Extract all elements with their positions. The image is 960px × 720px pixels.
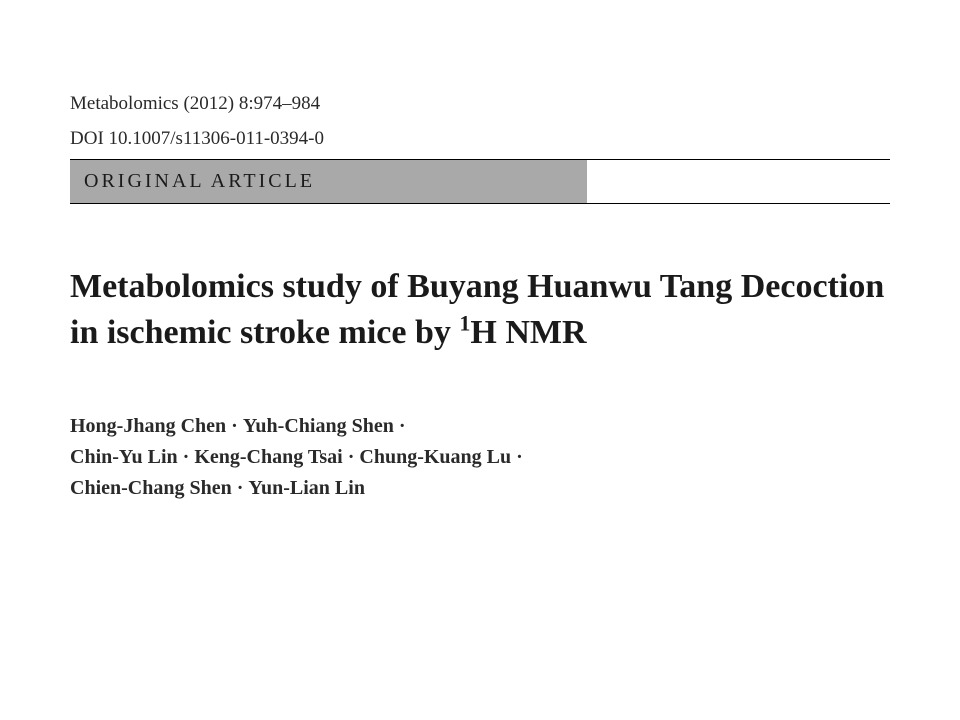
author-separator: · [232, 477, 249, 499]
article-type-badge: ORIGINAL ARTICLE [70, 160, 587, 203]
rule-below-badge [70, 203, 890, 204]
author-separator: · [394, 415, 411, 437]
title-superscript: 1 [459, 311, 470, 336]
author-name: Keng-Chang Tsai [194, 446, 342, 468]
authors-line-1: Hong-Jhang Chen·Yuh-Chiang Shen· [70, 411, 890, 442]
author-name: Chien-Chang Shen [70, 477, 232, 499]
authors-line-3: Chien-Chang Shen·Yun-Lian Lin [70, 473, 890, 504]
author-separator: · [511, 446, 528, 468]
journal-doi: DOI 10.1007/s11306-011-0394-0 [70, 125, 890, 154]
authors-line-2: Chin-Yu Lin·Keng-Chang Tsai·Chung-Kuang … [70, 442, 890, 473]
title-line-2-pre: in ischemic stroke mice by [70, 314, 459, 351]
author-separator: · [178, 446, 195, 468]
title-line-1: Metabolomics study of Buyang Huanwu Tang… [70, 268, 884, 305]
journal-citation: Metabolomics (2012) 8:974–984 [70, 90, 890, 119]
author-name: Chin-Yu Lin [70, 446, 178, 468]
author-name: Chung-Kuang Lu [359, 446, 511, 468]
article-title: Metabolomics study of Buyang Huanwu Tang… [70, 264, 890, 356]
author-separator: · [343, 446, 360, 468]
author-name: Yuh-Chiang Shen [243, 415, 394, 437]
title-line-2-post: H NMR [470, 314, 586, 351]
author-name: Hong-Jhang Chen [70, 415, 226, 437]
author-separator: · [226, 415, 243, 437]
authors-block: Hong-Jhang Chen·Yuh-Chiang Shen· Chin-Yu… [70, 411, 890, 504]
author-name: Yun-Lian Lin [248, 477, 365, 499]
